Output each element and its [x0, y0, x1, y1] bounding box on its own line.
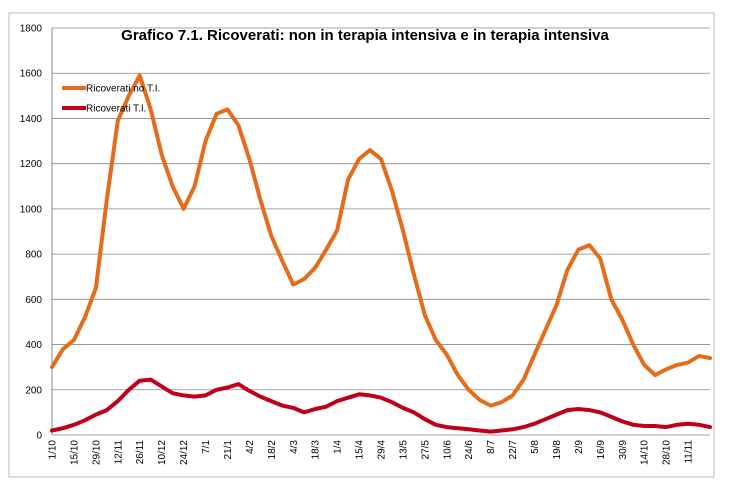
x-tick-label: 8/7 [486, 440, 497, 454]
x-tick-label: 4/2 [245, 440, 256, 454]
x-tick-label: 19/8 [552, 440, 563, 460]
y-tick-label: 0 [36, 431, 42, 442]
x-tick-label: 1/4 [333, 440, 344, 454]
x-tick-label: 18/3 [311, 440, 322, 460]
chart-frame [8, 12, 715, 478]
x-tick-label: 24/6 [464, 440, 475, 460]
x-tick-label: 29/10 [91, 440, 102, 465]
x-tick-label: 10/6 [442, 440, 453, 460]
x-tick-label: 30/9 [618, 440, 629, 460]
x-tick-label: 14/10 [640, 440, 651, 465]
x-tick-label: 13/5 [398, 440, 409, 460]
y-tick-label: 600 [25, 295, 42, 306]
x-tick-label: 11/11 [684, 440, 695, 464]
y-tick-label: 1200 [20, 159, 43, 170]
y-tick-label: 1400 [20, 114, 43, 125]
x-tick-label: 24/12 [179, 440, 190, 465]
legend-label: Ricoverati no T.I. [86, 84, 160, 95]
y-tick-label: 400 [25, 340, 42, 351]
x-tick-label: 1/10 [48, 440, 59, 460]
x-tick-label: 22/7 [508, 440, 519, 460]
chart-title: Grafico 7.1. Ricoverati: non in terapia … [121, 27, 609, 44]
x-tick-label: 4/3 [289, 440, 300, 454]
x-tick-label: 21/1 [223, 440, 234, 460]
y-tick-label: 1800 [20, 24, 43, 35]
series-line [50, 73, 712, 408]
x-tick-label: 27/5 [420, 440, 431, 460]
x-tick-label: 2/9 [574, 440, 585, 454]
x-tick-label: 28/10 [662, 440, 673, 465]
x-tick-label: 15/4 [355, 440, 366, 460]
x-tick-label: 18/2 [267, 440, 278, 460]
y-tick-label: 200 [25, 385, 42, 396]
x-tick-label: 10/12 [157, 440, 168, 465]
legend-label: Ricoverati T.I. [86, 104, 146, 115]
x-tick-label: 26/11 [135, 440, 146, 465]
x-tick-label: 16/9 [596, 440, 607, 460]
series-line [50, 377, 712, 434]
y-tick-label: 1600 [20, 69, 43, 80]
y-tick-label: 800 [25, 250, 42, 261]
x-tick-label: 12/11 [113, 440, 124, 465]
x-tick-label: 15/10 [69, 440, 80, 465]
x-tick-label: 29/4 [377, 440, 388, 460]
x-tick-label: 7/1 [201, 440, 212, 454]
y-tick-label: 1000 [20, 204, 43, 215]
x-tick-label: 5/8 [530, 440, 541, 454]
